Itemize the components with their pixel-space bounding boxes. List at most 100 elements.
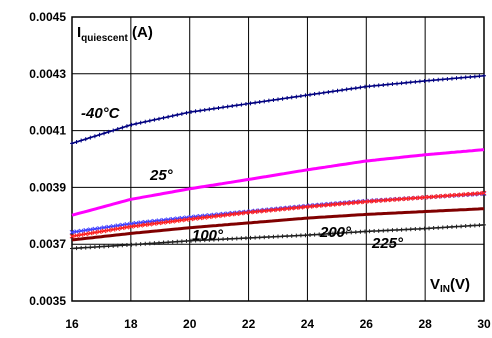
data-point	[271, 234, 276, 239]
data-point	[408, 80, 413, 85]
data-point	[293, 205, 299, 211]
x-tick-label: 16	[65, 317, 79, 331]
data-point	[372, 229, 377, 234]
x-axis-title: VIN(V)	[430, 276, 470, 295]
data-point	[417, 195, 423, 201]
gridlines	[72, 17, 484, 301]
data-point	[454, 192, 459, 198]
data-point	[124, 243, 129, 248]
data-point	[156, 116, 161, 121]
data-point	[106, 227, 111, 233]
data-point	[188, 216, 194, 222]
data-point	[431, 194, 436, 200]
data-point	[69, 229, 75, 235]
data-point	[367, 84, 372, 89]
data-point	[166, 240, 171, 245]
data-point	[161, 220, 166, 225]
data-point	[276, 234, 280, 239]
data-point	[97, 229, 102, 235]
data-point	[252, 209, 258, 215]
data-point	[271, 207, 276, 213]
data-point	[435, 194, 441, 199]
data-point	[431, 78, 436, 83]
data-point	[294, 233, 299, 238]
data-point	[445, 76, 450, 81]
data-point	[422, 195, 427, 200]
data-point	[97, 244, 102, 249]
y-axis-title: Iquiescent (A)	[77, 24, 153, 44]
data-point	[92, 226, 98, 232]
data-point	[390, 228, 395, 233]
data-point	[477, 191, 482, 196]
data-point	[399, 196, 404, 202]
data-point	[458, 192, 464, 198]
data-point	[134, 121, 139, 126]
data-point	[129, 242, 134, 247]
data-point	[74, 233, 79, 238]
data-point	[280, 96, 285, 101]
data-point	[436, 225, 441, 230]
data-point	[285, 234, 290, 239]
y-tick-label: 0.0039	[29, 180, 66, 194]
data-point	[326, 231, 331, 236]
x-tick-label: 28	[418, 317, 432, 331]
series-line	[71, 148, 485, 217]
data-point	[321, 90, 326, 95]
data-point	[367, 199, 372, 204]
x-tick-label: 20	[183, 317, 197, 331]
data-point	[225, 104, 230, 109]
data-point	[257, 100, 262, 105]
data-point	[161, 240, 166, 245]
data-point	[234, 103, 239, 108]
data-point	[344, 230, 349, 235]
data-point	[147, 221, 153, 227]
data-point	[221, 105, 226, 110]
data-point	[404, 227, 409, 232]
data-point	[431, 226, 436, 231]
series-label-minus40: -40°C	[81, 105, 121, 122]
data-point	[70, 246, 74, 251]
data-point	[206, 214, 212, 220]
data-point	[459, 224, 464, 229]
data-point	[239, 236, 244, 241]
data-point	[482, 222, 486, 227]
data-point	[477, 223, 482, 228]
data-point	[381, 82, 386, 87]
data-point	[189, 238, 194, 243]
data-point	[147, 118, 152, 123]
data-point	[198, 238, 203, 243]
data-point	[156, 220, 162, 226]
data-point	[234, 236, 239, 241]
data-point	[298, 233, 303, 238]
data-point	[454, 76, 459, 81]
data-point	[276, 97, 280, 102]
data-point	[78, 232, 84, 238]
data-point	[340, 230, 345, 235]
data-point	[174, 218, 180, 224]
data-point	[261, 208, 267, 214]
data-point	[376, 198, 382, 204]
data-point	[339, 201, 345, 207]
data-point	[161, 115, 166, 120]
data-point	[115, 226, 121, 232]
data-point	[79, 138, 84, 143]
data-point	[408, 196, 414, 201]
data-point	[348, 200, 354, 206]
data-point	[349, 230, 354, 235]
data-point	[221, 237, 226, 242]
data-point	[440, 225, 445, 230]
data-point	[248, 101, 253, 106]
series-label-200: 200°	[319, 224, 352, 241]
data-point	[262, 99, 267, 104]
data-point	[170, 239, 175, 244]
data-point	[92, 134, 97, 139]
tick-labels: 16 18 20 22 24 26 28 30 0.0035 0.0037 0.0039 0.0041…	[29, 10, 491, 331]
data-point	[463, 75, 468, 80]
series-label-225: 225°	[371, 235, 404, 252]
x-axis-title-sub: IN	[440, 284, 450, 295]
data-point	[284, 206, 290, 212]
data-point	[138, 223, 144, 228]
data-point	[138, 242, 143, 247]
data-point	[142, 222, 148, 228]
